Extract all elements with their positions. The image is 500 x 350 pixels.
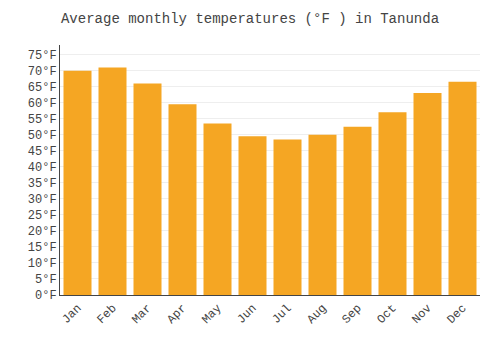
svg-text:65°F: 65°F: [28, 81, 57, 95]
svg-text:0°F: 0°F: [35, 289, 57, 303]
svg-text:35°F: 35°F: [28, 177, 57, 191]
svg-text:25°F: 25°F: [28, 209, 57, 223]
svg-text:Jul: Jul: [269, 302, 294, 327]
svg-text:Nov: Nov: [409, 302, 434, 327]
svg-text:75°F: 75°F: [28, 49, 57, 63]
svg-text:Feb: Feb: [94, 302, 119, 327]
svg-text:55°F: 55°F: [28, 113, 57, 127]
svg-text:Aug: Aug: [304, 302, 329, 327]
svg-text:15°F: 15°F: [28, 241, 57, 255]
svg-text:50°F: 50°F: [28, 129, 57, 143]
svg-text:10°F: 10°F: [28, 257, 57, 271]
svg-text:Oct: Oct: [374, 302, 399, 327]
svg-text:Apr: Apr: [164, 302, 189, 327]
svg-text:Sep: Sep: [339, 302, 364, 327]
svg-text:Average monthly temperatures (: Average monthly temperatures (°F ) in Ta…: [61, 11, 439, 27]
svg-text:Dec: Dec: [444, 302, 469, 327]
svg-text:20°F: 20°F: [28, 225, 57, 239]
svg-text:Mar: Mar: [129, 302, 154, 327]
svg-text:60°F: 60°F: [28, 97, 57, 111]
svg-text:5°F: 5°F: [35, 273, 57, 287]
svg-text:Jan: Jan: [59, 302, 84, 327]
svg-text:30°F: 30°F: [28, 193, 57, 207]
svg-text:40°F: 40°F: [28, 161, 57, 175]
svg-text:45°F: 45°F: [28, 145, 57, 159]
svg-text:Jun: Jun: [234, 302, 259, 327]
svg-text:May: May: [199, 302, 224, 327]
svg-text:70°F: 70°F: [28, 65, 57, 79]
